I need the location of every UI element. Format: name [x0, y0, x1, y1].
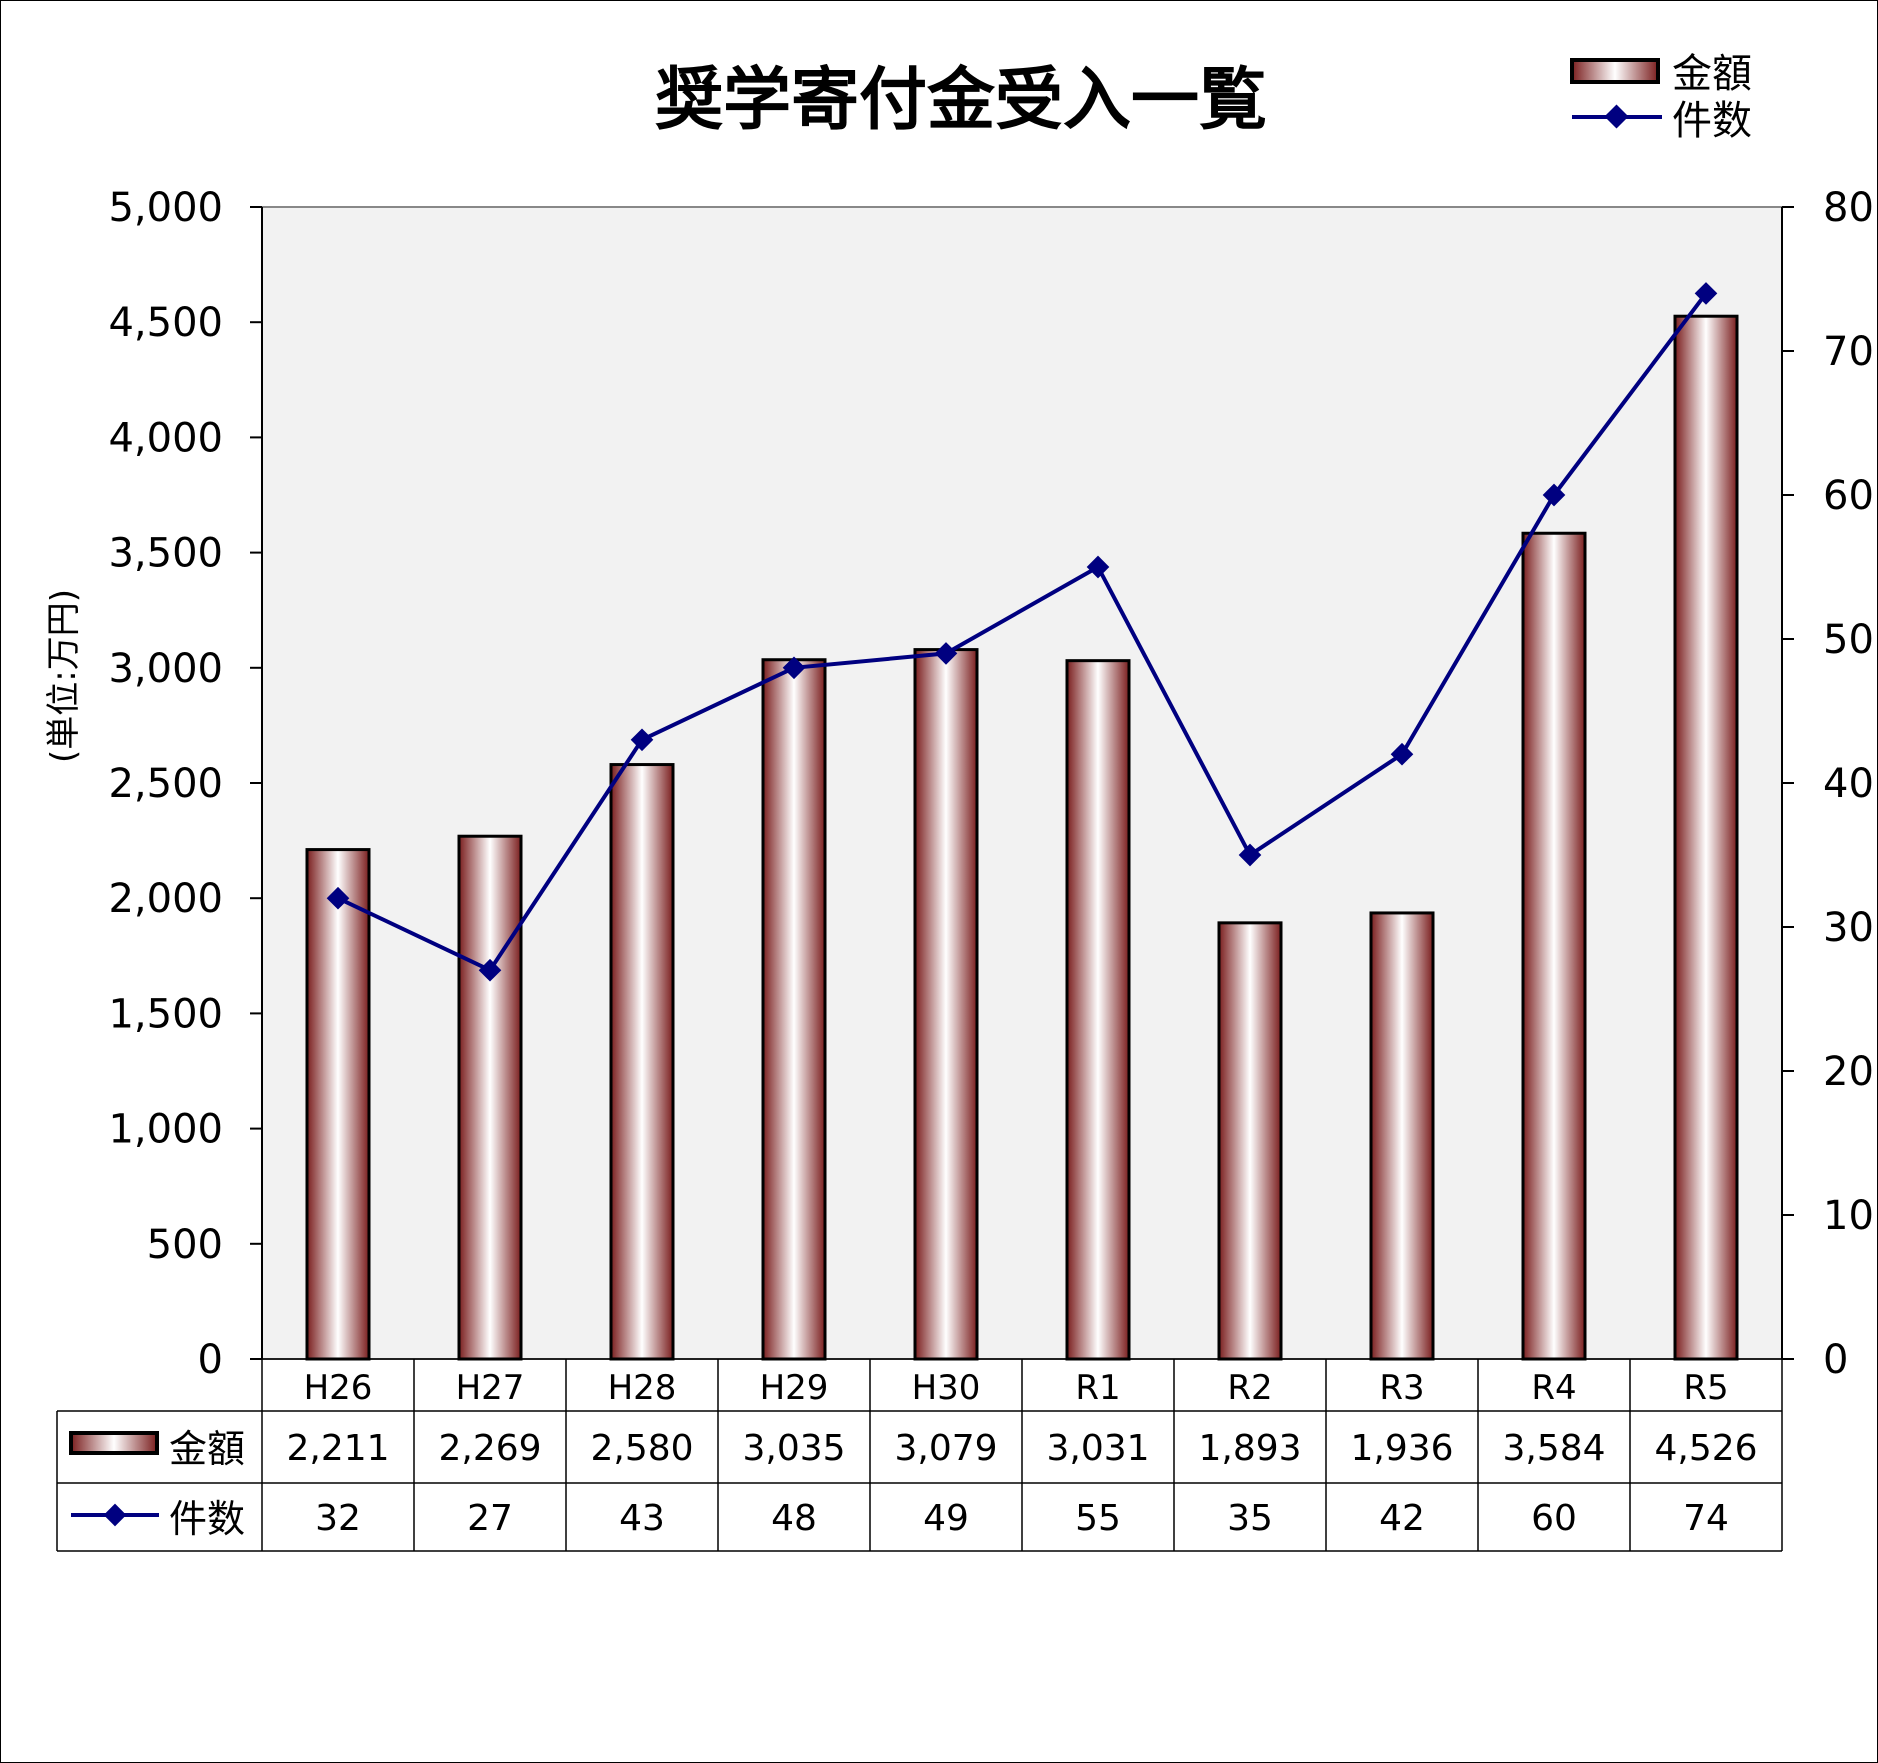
- table-value: 55: [1075, 1498, 1121, 1539]
- bar: [761, 658, 827, 1361]
- table-value: 42: [1379, 1498, 1425, 1539]
- table-value: 1,893: [1198, 1428, 1301, 1469]
- table-value: 2,269: [438, 1428, 541, 1469]
- x-tick-label: H26: [304, 1368, 373, 1408]
- y-tick-label: 1,000: [108, 1107, 223, 1153]
- table-value: 43: [619, 1498, 665, 1539]
- legend-bar-label: 金額: [1672, 51, 1752, 97]
- table-value: 1,936: [1350, 1428, 1453, 1469]
- x-tick-label: R4: [1531, 1368, 1576, 1408]
- bar: [1369, 911, 1435, 1361]
- x-tick-label: H30: [912, 1368, 981, 1408]
- bar: [1217, 921, 1283, 1361]
- table-row-label: 金額: [169, 1427, 245, 1471]
- x-tick-label: R5: [1683, 1368, 1728, 1408]
- y-tick-label: 4,000: [108, 415, 223, 461]
- table-row-label: 件数: [169, 1497, 245, 1541]
- table-value: 4,526: [1654, 1428, 1757, 1469]
- y-tick-label: 0: [198, 1337, 223, 1383]
- table-value: 3,079: [894, 1428, 997, 1469]
- line-series: [326, 282, 1718, 982]
- y-axis-right: 0 10 20 30 40 50 60 70 80: [1781, 185, 1874, 1383]
- table-value: 60: [1531, 1498, 1577, 1539]
- y-tick-label: 3,500: [108, 531, 223, 577]
- table-value: 3,584: [1502, 1428, 1605, 1469]
- data-table: H26 H27 H28 H29 H30 R1 R2 R3 R4 R5 金額 2,211 2,269 2,5…: [56, 1358, 1783, 1552]
- y2-tick-label: 30: [1823, 905, 1874, 951]
- y-tick-label: 2,500: [108, 761, 223, 807]
- legend-line-marker: [1604, 104, 1629, 129]
- legend-line-label: 件数: [1672, 98, 1752, 144]
- legend: 金額 件数: [1570, 51, 1752, 144]
- legend-bar-swatch: [1570, 58, 1660, 84]
- table-value: 32: [315, 1498, 361, 1539]
- y2-tick-label: 10: [1823, 1193, 1874, 1239]
- line-point: [1390, 742, 1414, 766]
- y-axis-left: 0 500 1,000 1,500 2,000 2,500 3,000 3,500 4,000 4…: [108, 185, 263, 1383]
- bar: [1065, 659, 1131, 1361]
- line-point: [1238, 843, 1262, 867]
- bar: [1673, 314, 1739, 1361]
- line-point: [326, 886, 350, 910]
- table-value: 48: [771, 1498, 817, 1539]
- x-tick-label: H28: [608, 1368, 677, 1408]
- table-value: 3,035: [742, 1428, 845, 1469]
- bar: [609, 763, 675, 1361]
- y2-tick-label: 60: [1823, 473, 1874, 519]
- table-value: 3,031: [1046, 1428, 1149, 1469]
- line-point: [630, 728, 654, 752]
- table-value: 27: [467, 1498, 513, 1539]
- bar: [1521, 531, 1587, 1361]
- bar: [913, 648, 979, 1361]
- y2-tick-label: 80: [1823, 185, 1874, 231]
- table-value: 74: [1683, 1498, 1729, 1539]
- y-tick-label: 1,500: [108, 991, 223, 1037]
- line-point: [782, 656, 806, 680]
- x-tick-label: R2: [1227, 1368, 1272, 1408]
- series-line: [337, 292, 1708, 973]
- bar-series: [305, 314, 1739, 1361]
- line-point: [1542, 483, 1566, 507]
- y-tick-label: 3,000: [108, 646, 223, 692]
- table-value: 2,211: [286, 1428, 389, 1469]
- line-point: [934, 642, 958, 665]
- x-tick-label: R1: [1075, 1368, 1120, 1408]
- table-bar-swatch: [69, 1431, 159, 1455]
- y2-tick-label: 20: [1823, 1049, 1874, 1095]
- y-tick-label: 2,000: [108, 876, 223, 922]
- y-tick-label: 4,500: [108, 300, 223, 346]
- table-value: 2,580: [590, 1428, 693, 1469]
- y2-tick-label: 70: [1823, 329, 1874, 375]
- line-point: [478, 958, 502, 982]
- x-tick-label: H27: [456, 1368, 525, 1408]
- y-axis-title: (単位:万円): [44, 589, 84, 763]
- line-point: [1086, 555, 1110, 579]
- table-line-marker: [103, 1503, 127, 1527]
- y-tick-label: 5,000: [108, 185, 223, 231]
- chart-title: 奨学寄付金受入一覧: [655, 61, 1267, 140]
- y2-tick-label: 0: [1823, 1337, 1848, 1383]
- x-tick-label: R3: [1379, 1368, 1424, 1408]
- x-tick-label: H29: [760, 1368, 829, 1408]
- y2-tick-label: 50: [1823, 617, 1874, 663]
- bar: [457, 834, 523, 1361]
- line-point: [1694, 282, 1718, 305]
- y-tick-label: 500: [147, 1222, 223, 1268]
- bar: [305, 848, 371, 1361]
- table-value: 49: [923, 1498, 969, 1539]
- table-value: 35: [1227, 1498, 1273, 1539]
- y2-tick-label: 40: [1823, 761, 1874, 807]
